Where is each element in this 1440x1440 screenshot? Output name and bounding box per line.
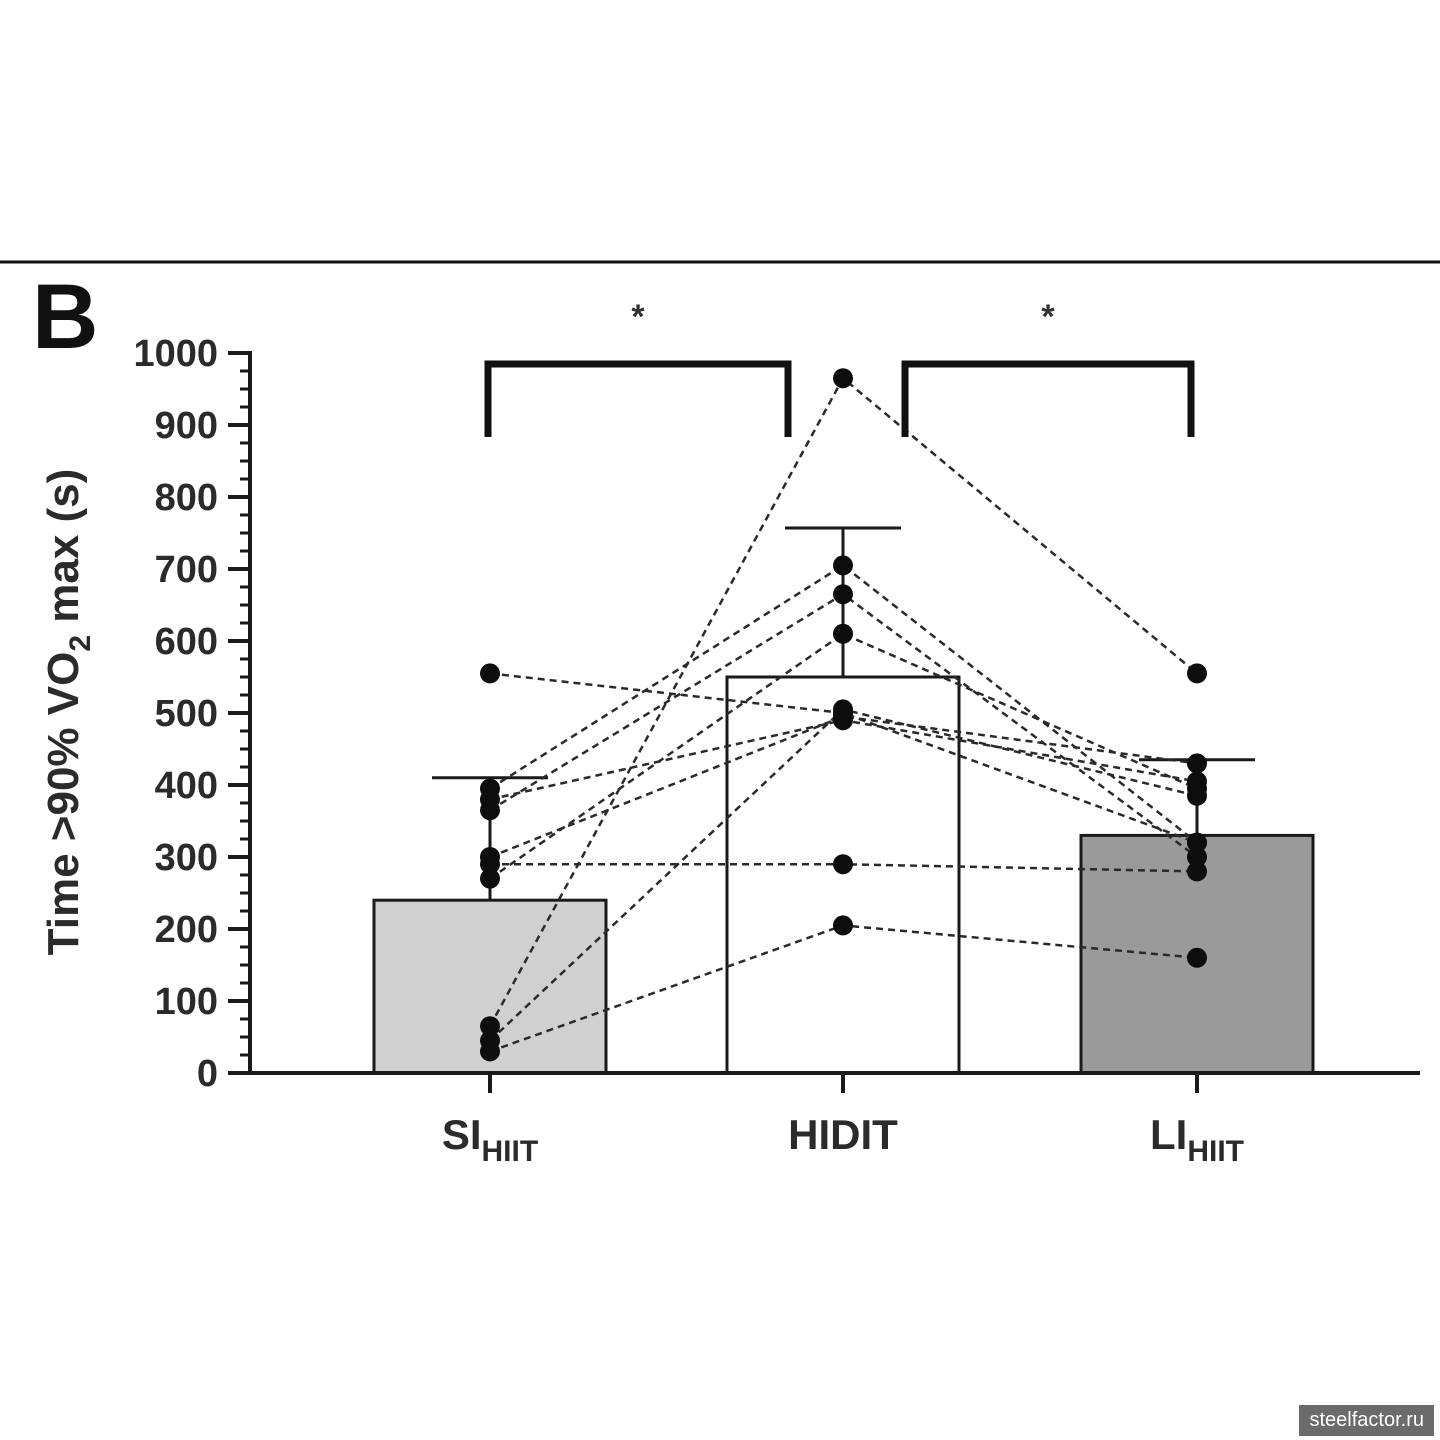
watermark: steelfactor.ru: [1299, 1405, 1434, 1436]
participant-point-9-0: [480, 1041, 500, 1062]
participant-point-6-1: [833, 623, 853, 644]
significance-layer: * *: [484, 298, 1195, 437]
y-tick-label-1: 100: [155, 981, 218, 1023]
participant-point-4-2: [1187, 753, 1207, 774]
x-category-subscript-2: HIIT: [1187, 1135, 1244, 1168]
participant-point-9-2: [1187, 947, 1207, 968]
significance-star-0: *: [631, 298, 645, 336]
participant-point-8-1: [833, 699, 853, 720]
x-category-label-1: HIDIT: [788, 1111, 898, 1158]
y-tick-label-9: 900: [155, 405, 218, 447]
x-category-main-0: SI: [442, 1111, 482, 1158]
significance-star-1: *: [1041, 298, 1055, 336]
significance-bracket-1: [901, 360, 1195, 437]
y-axis-label: Time >90% VO2 max (s): [39, 469, 97, 956]
y-tick-label-0: 0: [197, 1053, 218, 1095]
participant-point-5-2: [1187, 861, 1207, 882]
participant-line-0: [489, 672, 1198, 844]
y-tick-label-2: 200: [155, 909, 218, 951]
participant-point-1-2: [1187, 832, 1207, 853]
participant-point-7-0: [480, 1016, 500, 1037]
x-category-label-2: LIHIIT: [1150, 1111, 1244, 1168]
x-category-subscript-0: HIIT: [482, 1135, 539, 1168]
y-tick-label-5: 500: [155, 693, 218, 735]
y-tick-label-8: 800: [155, 477, 218, 519]
x-category-main-1: HIDIT: [788, 1111, 898, 1158]
y-tick-label-10: 1000: [133, 333, 218, 375]
y-tick-label-6: 600: [155, 621, 218, 663]
participant-point-3-1: [833, 584, 853, 605]
participant-point-6-0: [480, 868, 500, 889]
y-ticks-layer: 0 100 200 300 400 500 600 700 800 900 1000: [133, 333, 250, 1095]
x-category-label-0: SIHIIT: [442, 1111, 538, 1168]
bars-layer: [372, 675, 1315, 1075]
participant-point-3-2: [1187, 847, 1207, 867]
significance-bracket-0: [484, 360, 792, 437]
x-labels-layer: SIHIIT HIDIT LIHIIT: [442, 1073, 1244, 1168]
participant-point-7-1: [833, 368, 853, 389]
bar-1: [725, 675, 961, 1075]
x-category-main-2: LI: [1150, 1111, 1187, 1158]
y-axis-label-subscript: 2: [64, 635, 97, 652]
participant-point-7-2: [1187, 663, 1207, 684]
participant-point-3-0: [480, 800, 500, 821]
y-axis-label-main: Time >90% VO: [39, 652, 88, 956]
participant-point-0-0: [480, 663, 500, 684]
participant-points-layer: [480, 368, 1207, 1062]
y-tick-label-3: 300: [155, 837, 218, 879]
y-axis-label-tail: max (s): [39, 469, 88, 635]
y-tick-label-4: 400: [155, 765, 218, 807]
participant-point-8-2: [1187, 785, 1207, 806]
participant-point-5-0: [480, 854, 500, 875]
participant-line-6: [489, 632, 1198, 880]
panel-label: B: [32, 266, 98, 368]
y-tick-label-7: 700: [155, 549, 218, 591]
participant-point-1-1: [833, 555, 853, 576]
participant-point-5-1: [833, 854, 853, 875]
participant-point-9-1: [833, 915, 853, 936]
